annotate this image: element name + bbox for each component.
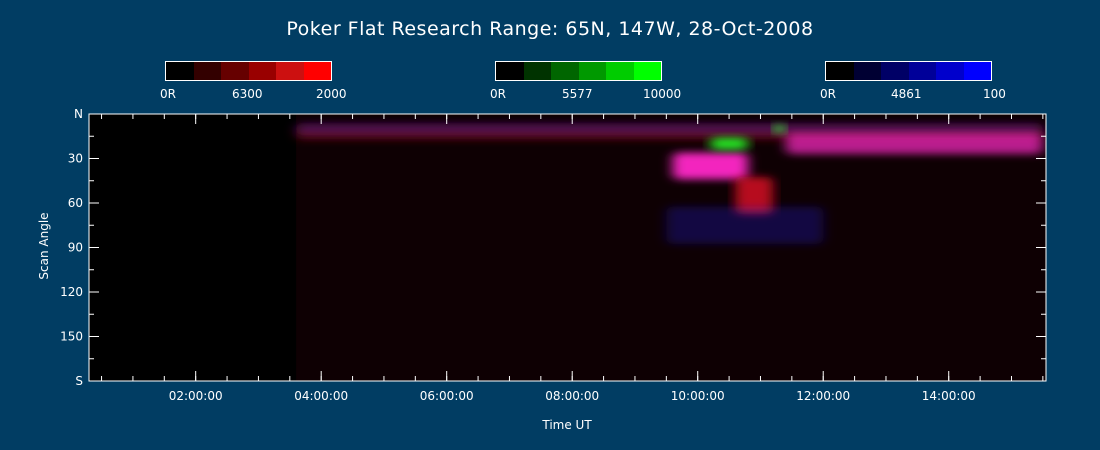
y-tick-label: N xyxy=(74,107,83,121)
x-tick-label: 08:00:00 xyxy=(545,389,599,403)
colorbar-red-6300 xyxy=(165,61,332,81)
colorbar-green-wavelength-label: 5577 xyxy=(562,87,593,101)
colorbar-green-max-label: 10000 xyxy=(643,87,682,101)
colorbar-blue-segment xyxy=(908,62,936,80)
colorbar-blue-segment xyxy=(881,62,909,80)
y-tick-label: 30 xyxy=(68,152,83,166)
x-tick-label: 02:00:00 xyxy=(169,389,223,403)
colorbar-blue-4861 xyxy=(825,61,992,81)
y-tick-label: 150 xyxy=(60,330,83,344)
colorbar-blue-segment xyxy=(853,62,881,80)
colorbar-red-segment xyxy=(166,62,194,80)
colorbar-green-segment xyxy=(496,62,524,80)
colorbar-green-segment xyxy=(606,62,634,80)
emission-feature-green xyxy=(773,124,786,134)
y-axis-label: Scan Angle xyxy=(37,212,51,280)
colorbar-red-segment xyxy=(303,62,331,80)
x-tick-label: 06:00:00 xyxy=(420,389,474,403)
colorbar-red-min-label: 0R xyxy=(160,87,176,101)
colorbar-blue-max-label: 100 xyxy=(983,87,1006,101)
x-tick-label: 14:00:00 xyxy=(922,389,976,403)
emission-feature-magenta xyxy=(672,152,748,180)
colorbar-blue-segment xyxy=(936,62,964,80)
emission-feature-blue xyxy=(666,206,824,244)
y-tick-label: 90 xyxy=(68,241,83,255)
background-emission xyxy=(296,114,1046,381)
x-tick-label: 04:00:00 xyxy=(294,389,348,403)
colorbar-blue-segment xyxy=(826,62,854,80)
colorbar-red-segment xyxy=(193,62,221,80)
colorbar-green-segment xyxy=(633,62,661,80)
x-tick-label: 10:00:00 xyxy=(671,389,725,403)
emission-feature-red xyxy=(735,177,774,215)
colorbar-red-max-label: 2000 xyxy=(316,87,347,101)
emission-feature-green xyxy=(710,137,748,150)
colorbar-red-wavelength-label: 6300 xyxy=(232,87,263,101)
colorbar-green-5577 xyxy=(495,61,662,81)
colorbar-red-segment xyxy=(221,62,249,80)
emission-feature-blue xyxy=(296,122,1043,135)
colorbar-blue-wavelength-label: 4861 xyxy=(891,87,922,101)
y-tick-label: 60 xyxy=(68,196,83,210)
x-axis-label: Time UT xyxy=(542,418,592,432)
colorbar-blue-segment xyxy=(963,62,991,80)
emission-feature-magenta xyxy=(785,133,1043,155)
colorbar-green-segment xyxy=(551,62,579,80)
y-tick-label: 120 xyxy=(60,285,83,299)
colorbar-green-segment xyxy=(523,62,551,80)
colorbar-green-segment xyxy=(578,62,606,80)
chart-title: Poker Flat Research Range: 65N, 147W, 28… xyxy=(286,18,814,40)
colorbar-red-segment xyxy=(276,62,304,80)
emission-layer xyxy=(296,114,1046,381)
y-tick-label: S xyxy=(75,374,83,388)
colorbar-red-segment xyxy=(248,62,276,80)
axes: 02:00:00 04:00:00 06:00:00 08:00:00 10:00:00… xyxy=(60,107,1046,403)
colorbar-green-min-label: 0R xyxy=(490,87,506,101)
colorbar-blue-min-label: 0R xyxy=(820,87,836,101)
x-tick-label: 12:00:00 xyxy=(796,389,850,403)
plot-area xyxy=(89,114,1046,381)
